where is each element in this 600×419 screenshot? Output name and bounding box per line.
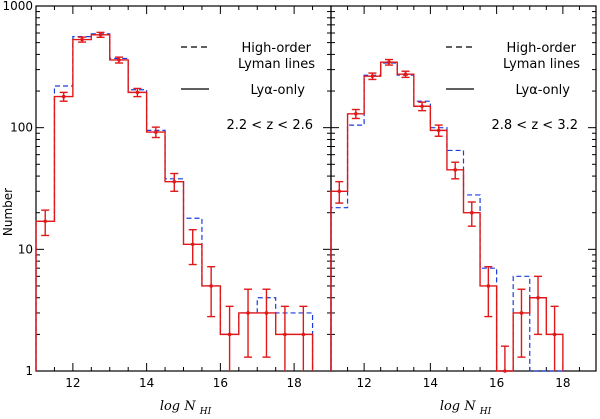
data-point <box>61 94 66 99</box>
legend-lya-only: Lyα-only <box>250 83 305 98</box>
data-point <box>154 130 158 134</box>
legend-lya-only: Lyα-only <box>515 83 570 98</box>
data-point <box>135 90 140 95</box>
x-tick-label: 14 <box>423 376 438 390</box>
x-axis-title-main: log N <box>440 399 480 414</box>
x-tick-label: 16 <box>213 376 228 390</box>
y-tick-label: 100 <box>10 121 33 135</box>
data-point <box>469 210 474 215</box>
data-point <box>486 284 491 288</box>
x-axis-title: log N HI <box>440 399 492 417</box>
y-tick-label: 1000 <box>2 0 33 13</box>
x-tick-label: 18 <box>286 376 301 390</box>
x-tick-label: 18 <box>555 376 570 390</box>
legend-high-order-line2: Lyman lines <box>503 57 580 72</box>
x-tick-label: 14 <box>139 376 154 390</box>
legend-high-order-line1: High-order <box>242 41 312 56</box>
data-point <box>227 332 232 337</box>
y-axis-label: Number <box>1 188 15 236</box>
y-tick-label: 10 <box>18 242 33 256</box>
lya-only-histogram <box>35 34 314 371</box>
data-point <box>453 168 458 172</box>
data-point <box>519 311 524 315</box>
redshift-label: 2.2 < z < 2.6 <box>227 118 314 133</box>
data-point <box>190 242 195 247</box>
x-axis-title-sub: HI <box>199 407 212 417</box>
data-point <box>264 311 269 315</box>
data-point <box>209 284 213 288</box>
data-point <box>420 104 424 109</box>
panel-left: 1 10 100 1000 12 14 16 18 log N HI High-orderLyma… <box>2 0 332 417</box>
data-point <box>536 295 540 300</box>
data-point <box>172 179 177 184</box>
x-tick-label: 12 <box>65 376 80 390</box>
high-order-histogram <box>330 62 563 372</box>
data-point <box>246 311 250 315</box>
data-point <box>283 332 287 337</box>
data-point <box>117 58 121 62</box>
y-tick-label: 1 <box>25 364 33 378</box>
lya-only-histogram <box>330 61 564 372</box>
data-point <box>43 219 48 224</box>
data-point <box>80 37 84 42</box>
data-point <box>503 369 507 373</box>
redshift-label: 2.8 < z < 3.2 <box>492 118 579 133</box>
data-point <box>552 332 557 337</box>
data-point <box>387 60 391 65</box>
data-point <box>354 112 358 116</box>
x-tick-label: 16 <box>489 376 504 390</box>
x-axis-title-main: log N <box>160 399 200 414</box>
legend-high-order-line2: Lyman lines <box>238 57 315 72</box>
data-point <box>337 189 342 194</box>
data-point <box>436 128 441 133</box>
data-point <box>403 72 408 77</box>
data-point <box>301 332 306 337</box>
legend-high-order-line1: High-order <box>507 41 577 56</box>
data-point <box>370 74 375 78</box>
data-point <box>98 32 103 37</box>
x-tick-label: 12 <box>356 376 371 390</box>
x-axis-title-sub: HI <box>479 407 492 417</box>
x-axis-title: log N HI <box>160 399 212 417</box>
